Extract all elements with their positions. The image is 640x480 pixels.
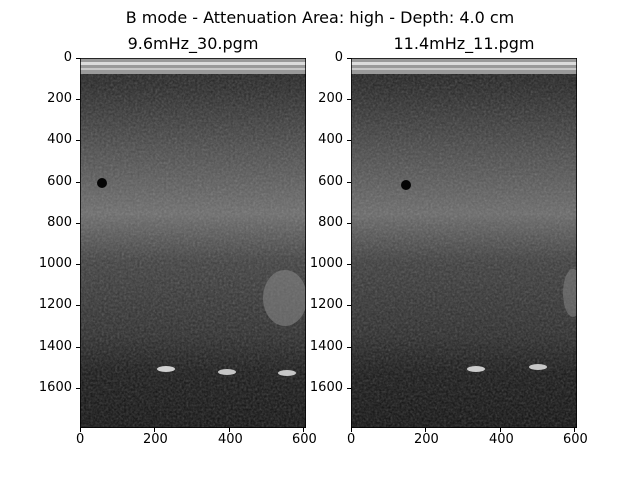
y-tick <box>76 264 80 265</box>
y-tick-label: 1000 <box>38 256 72 271</box>
figure-title: B mode - Attenuation Area: high - Depth:… <box>125 8 515 27</box>
y-tick-label: 0 <box>63 50 72 65</box>
y-tick <box>76 58 80 59</box>
y-tick-label: 1600 <box>38 380 72 395</box>
y-tick <box>347 264 351 265</box>
y-tick-label: 400 <box>318 132 343 147</box>
x-tick-label: 400 <box>489 432 514 447</box>
y-tick-label: 0 <box>334 50 343 65</box>
y-tick <box>76 99 80 100</box>
x-tick-label: 0 <box>76 432 85 447</box>
panel-2-title: 11.4mHz_11.pgm <box>393 34 535 53</box>
x-tick <box>574 428 575 432</box>
y-tick <box>347 223 351 224</box>
y-tick <box>347 58 351 59</box>
panel-2-image <box>351 58 577 428</box>
x-tick <box>154 428 155 432</box>
y-tick <box>347 140 351 141</box>
y-tick-label: 200 <box>47 91 72 106</box>
x-tick-label: 0 <box>347 432 356 447</box>
y-tick <box>76 223 80 224</box>
y-tick-label: 1400 <box>309 339 343 354</box>
y-tick-label: 1600 <box>309 380 343 395</box>
y-tick <box>76 182 80 183</box>
x-tick-label: 600 <box>292 432 317 447</box>
y-tick-label: 600 <box>47 174 72 189</box>
y-tick-label: 600 <box>318 174 343 189</box>
x-tick <box>303 428 304 432</box>
y-tick-label: 1400 <box>38 339 72 354</box>
x-tick-label: 200 <box>414 432 439 447</box>
x-tick <box>425 428 426 432</box>
y-tick <box>76 140 80 141</box>
y-tick <box>76 305 80 306</box>
y-tick-label: 200 <box>318 91 343 106</box>
x-tick <box>500 428 501 432</box>
y-tick <box>347 347 351 348</box>
panel-1-title: 9.6mHz_30.pgm <box>127 34 259 53</box>
y-tick <box>347 182 351 183</box>
y-tick-label: 800 <box>47 215 72 230</box>
y-tick <box>347 388 351 389</box>
y-tick-label: 1200 <box>309 297 343 312</box>
x-tick-label: 200 <box>143 432 168 447</box>
y-tick-label: 800 <box>318 215 343 230</box>
y-tick <box>347 99 351 100</box>
x-tick-label: 600 <box>563 432 588 447</box>
panel-1-image <box>80 58 306 428</box>
y-tick-label: 400 <box>47 132 72 147</box>
x-tick <box>229 428 230 432</box>
y-tick-label: 1200 <box>38 297 72 312</box>
x-tick <box>351 428 352 432</box>
y-tick <box>347 305 351 306</box>
y-tick <box>76 388 80 389</box>
x-tick-label: 400 <box>218 432 243 447</box>
y-tick <box>76 347 80 348</box>
x-tick <box>80 428 81 432</box>
y-tick-label: 1000 <box>309 256 343 271</box>
